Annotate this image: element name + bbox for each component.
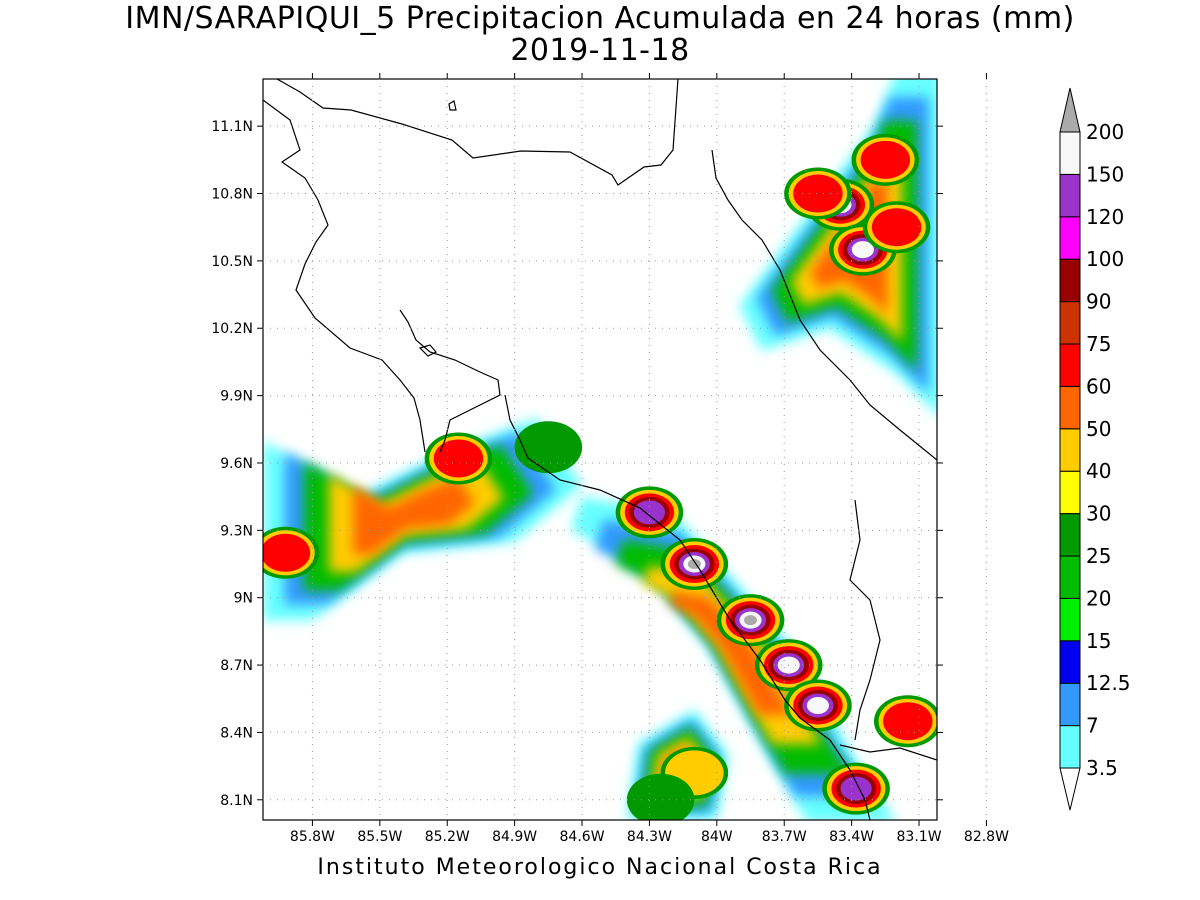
precipitation-field [263,79,937,820]
nicoya-gulf-coast [399,309,501,453]
legend-label-20: 20 [1086,586,1111,610]
legend-swatch-20 [1059,555,1081,599]
legend-swatch-30 [1059,470,1081,515]
legend-swatch-12.5 [1059,640,1081,684]
legend-top-arrow [1059,87,1081,133]
central-pacific-coast [504,394,871,820]
lat-tick-label: 9N [234,591,253,607]
central-mountain-band-peak-4-150 [806,696,829,714]
pacific-nw-band-level-4 [353,477,475,555]
panama-border [849,499,881,741]
lon-tick-label: 85.8W [290,829,335,845]
map-frame [262,78,938,821]
legend-swatch-7 [1059,682,1081,727]
legend-swatch-75 [1059,301,1081,345]
lat-lon-grid [263,79,987,820]
lon-tick-label: 83.1W [897,829,942,845]
legend-label-150: 150 [1086,162,1124,186]
pacific-northwest-coast [263,99,426,453]
lat-tick-label: 9.9N [220,389,253,405]
legend-swatch-15 [1059,597,1081,642]
north-caribbean-band-peak-4-60 [871,208,922,247]
caribbean-coast [711,149,937,461]
legend-label-15: 15 [1086,629,1111,653]
central-mountain-band-peak-2-200 [744,615,758,626]
lat-tick-label: 8.1N [220,793,253,809]
lat-tick-label: 8.7N [220,658,253,674]
legend-bottom-arrow [1059,767,1081,811]
nicaragua-lake-coast [276,79,679,186]
legend-label-3.5: 3.5 [1086,756,1118,780]
lat-tick-label: 10.5N [211,254,253,270]
lat-tick-label: 10.2N [211,321,253,337]
central-mountain-band-peak-1-120 [633,500,666,525]
osa-peninsula [839,744,937,761]
map-title: IMN/SARAPIQUI_5 Precipitacion Acumulada … [125,1,1075,36]
southern-pacific-band-peak-1-25 [626,773,695,820]
legend-label-30: 30 [1086,502,1111,526]
legend-swatch-120 [1059,173,1081,218]
legend-label-7: 7 [1086,714,1099,738]
color-legend: 3.5 7 12.5 15 20 25 30 40 50 60 75 90 100 120 150 200 [1059,87,1131,811]
lon-tick-label: 84W [701,829,733,845]
legend-swatch-3.5 [1059,725,1081,769]
lon-tick-label: 83.7W [762,829,807,845]
legend-label-75: 75 [1086,332,1111,356]
legend-swatch-50 [1059,385,1081,430]
legend-label-50: 50 [1086,417,1111,441]
longitude-axis: 85.8W 85.5W 85.2W 84.9W 84.6W 84.3W 84W 83.7W 83… [290,73,1009,845]
gulf-island [418,344,437,357]
legend-label-25: 25 [1086,544,1111,568]
lat-tick-label: 8.4N [220,725,253,741]
legend-swatch-150 [1059,131,1081,175]
legend-swatch-60 [1059,343,1081,387]
legend-swatch-40 [1059,428,1081,472]
legend-label-200: 200 [1086,120,1124,144]
coastlines [263,79,937,820]
lat-tick-label: 9.3N [220,523,253,539]
lon-tick-label: 84.3W [627,829,672,845]
legend-label-90: 90 [1086,290,1111,314]
lon-tick-label: 85.5W [357,829,402,845]
lat-tick-label: 11.1N [211,119,253,135]
legend-label-12.5: 12.5 [1086,671,1131,695]
north-caribbean-band-peak-1-150 [851,241,874,259]
legend-swatch-25 [1059,513,1081,557]
central-mountain-band-peak-5-120 [840,776,872,801]
lat-tick-label: 9.6N [220,456,253,472]
institution-credit: Instituto Meteorologico Nacional Costa R… [317,855,883,880]
lon-tick-label: 84.9W [492,829,537,845]
north-caribbean-band-peak-2-60 [793,174,843,213]
legend-label-60: 60 [1086,374,1111,398]
pacific-nw-band-peak-1-60 [433,439,484,478]
legend-label-100: 100 [1086,247,1124,271]
lon-tick-label: 84.6W [560,829,605,845]
map-date: 2019-11-18 [510,33,690,68]
legend-label-120: 120 [1086,205,1124,229]
latitude-axis: 8.1N 8.4N 8.7N 9N 9.3N 9.6N 9.9N 10.2N 10.5N 10.8… [211,119,943,809]
lon-tick-label: 83.4W [829,829,874,845]
legend-swatch-100 [1059,216,1081,260]
lat-tick-label: 10.8N [211,187,253,203]
pacific-nw-band-peak-2-25 [514,421,583,474]
pacific-nw-band-peak-0-60 [263,533,311,572]
lake-island [448,100,457,111]
legend-swatch-90 [1059,258,1081,303]
lon-tick-label: 85.2W [425,829,470,845]
legend-label-40: 40 [1086,459,1111,483]
north-caribbean-band-peak-3-60 [860,140,911,179]
central-mountain-band-level-4 [669,591,794,715]
central-mountain-band-peak-6-60 [883,702,933,741]
lon-tick-label: 82.8W [964,829,1009,845]
